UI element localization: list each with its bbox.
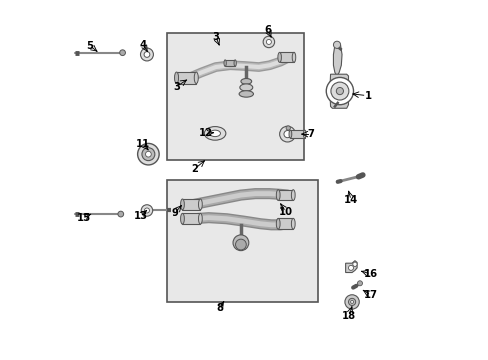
Circle shape	[145, 151, 151, 157]
Ellipse shape	[276, 190, 280, 201]
Text: 3: 3	[173, 82, 180, 92]
Bar	[278, 190, 293, 201]
Circle shape	[118, 211, 123, 217]
Circle shape	[348, 265, 353, 270]
Circle shape	[336, 87, 343, 95]
Circle shape	[344, 295, 359, 309]
Bar	[224, 60, 235, 66]
Bar	[176, 72, 196, 84]
Ellipse shape	[198, 213, 202, 224]
Circle shape	[137, 143, 159, 165]
Circle shape	[352, 262, 356, 266]
Circle shape	[263, 36, 274, 48]
Circle shape	[284, 131, 290, 138]
Text: 14: 14	[343, 195, 357, 205]
Circle shape	[285, 126, 290, 130]
Circle shape	[330, 82, 348, 100]
Bar	[167, 33, 303, 160]
Text: 18: 18	[342, 311, 356, 320]
Ellipse shape	[174, 72, 178, 84]
Bar	[278, 219, 293, 229]
Circle shape	[235, 239, 246, 250]
Circle shape	[325, 77, 353, 105]
Text: 10: 10	[278, 207, 292, 217]
Bar	[182, 199, 200, 210]
Text: 3: 3	[212, 32, 219, 41]
Ellipse shape	[198, 199, 202, 210]
Polygon shape	[329, 74, 348, 108]
Ellipse shape	[209, 130, 220, 136]
Text: 2: 2	[190, 164, 197, 174]
Text: 11: 11	[136, 139, 150, 149]
Ellipse shape	[277, 52, 281, 62]
Circle shape	[350, 301, 353, 303]
Circle shape	[141, 205, 152, 216]
Text: 12: 12	[198, 129, 212, 138]
Circle shape	[266, 40, 271, 44]
Ellipse shape	[234, 60, 236, 66]
Circle shape	[333, 41, 340, 48]
Ellipse shape	[239, 84, 252, 91]
Text: 4: 4	[140, 40, 146, 50]
Ellipse shape	[239, 91, 253, 97]
Ellipse shape	[180, 213, 184, 224]
Circle shape	[142, 148, 155, 161]
Circle shape	[279, 126, 295, 142]
Text: 7: 7	[307, 129, 314, 139]
Text: 9: 9	[171, 208, 178, 218]
Bar	[167, 180, 317, 302]
Text: 15: 15	[76, 213, 90, 222]
Circle shape	[144, 208, 149, 213]
Ellipse shape	[224, 60, 226, 66]
Text: 8: 8	[216, 303, 223, 313]
Text: 16: 16	[363, 269, 377, 279]
Polygon shape	[333, 44, 341, 76]
Text: 13: 13	[133, 211, 147, 221]
Circle shape	[140, 48, 153, 61]
Text: 17: 17	[363, 290, 377, 300]
Ellipse shape	[194, 72, 198, 84]
Circle shape	[233, 235, 248, 251]
Text: 5: 5	[86, 41, 93, 50]
Ellipse shape	[288, 130, 291, 138]
Text: 1: 1	[364, 91, 371, 101]
Bar	[279, 52, 293, 62]
Polygon shape	[345, 261, 356, 273]
Text: 6: 6	[264, 25, 271, 35]
Ellipse shape	[276, 219, 280, 229]
Ellipse shape	[292, 52, 295, 62]
Ellipse shape	[291, 219, 295, 229]
Ellipse shape	[204, 127, 225, 140]
Ellipse shape	[303, 130, 305, 138]
Circle shape	[144, 51, 149, 57]
Circle shape	[120, 50, 125, 55]
Bar	[182, 213, 200, 224]
Bar	[290, 130, 304, 138]
Ellipse shape	[291, 190, 295, 201]
Circle shape	[357, 281, 362, 286]
Circle shape	[348, 298, 355, 306]
Ellipse shape	[241, 78, 251, 84]
Ellipse shape	[180, 199, 184, 210]
